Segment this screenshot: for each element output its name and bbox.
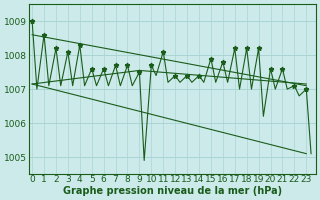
X-axis label: Graphe pression niveau de la mer (hPa): Graphe pression niveau de la mer (hPa) [63, 186, 282, 196]
